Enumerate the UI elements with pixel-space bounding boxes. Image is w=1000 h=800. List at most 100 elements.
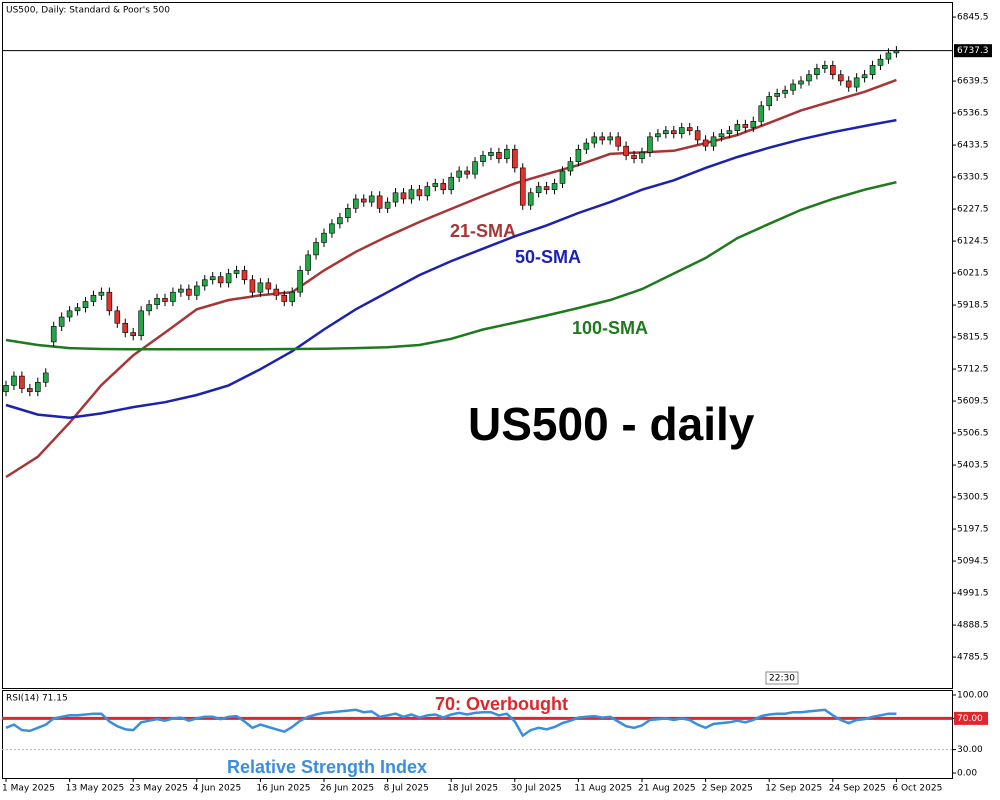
- candle-body: [639, 152, 645, 159]
- candle-body: [559, 170, 566, 184]
- candle-body: [3, 385, 9, 392]
- candle-body: [806, 74, 812, 82]
- y-tick-highlight: [954, 711, 988, 725]
- rsi-annotation: 70: Overbought: [435, 694, 568, 714]
- candle-body: [82, 301, 89, 309]
- rsi-line: [5, 708, 897, 738]
- candle-body: [50, 326, 57, 343]
- rsi-panel: [2, 690, 953, 779]
- sma-line: [5, 78, 897, 479]
- x-tick-label: 12 Sep 2025: [765, 784, 822, 794]
- candle-body: [607, 136, 614, 141]
- candle-body: [313, 242, 319, 256]
- y-tick-label: 70.00: [957, 714, 983, 724]
- candle-body: [663, 130, 669, 135]
- candle-body: [162, 298, 168, 302]
- candle-body: [257, 282, 264, 293]
- y-tick-label: 5094.5: [957, 557, 989, 567]
- candle-body: [138, 310, 144, 336]
- rsi-title: RSI(14) 71.15: [6, 694, 68, 704]
- candle-body: [702, 139, 709, 147]
- candle-body: [742, 124, 749, 128]
- y-tick-label: 5609.5: [957, 397, 989, 407]
- candle-body: [146, 304, 152, 312]
- candle-body: [321, 232, 327, 243]
- candle-body: [511, 148, 518, 169]
- candle-body: [837, 74, 844, 82]
- candle-body: [11, 375, 17, 386]
- candle-body: [265, 282, 272, 290]
- candle-body: [861, 74, 868, 79]
- y-tick-label: 5815.5: [957, 333, 989, 343]
- candle-body: [273, 288, 280, 296]
- price-tag-label: 6737.3: [957, 46, 989, 56]
- y-tick-label: 6124.5: [957, 237, 989, 247]
- y-tick-label: 6639.5: [957, 77, 989, 87]
- candle-body: [845, 80, 852, 88]
- candle-body: [480, 155, 486, 162]
- x-tick-label: 4 Jun 2025: [193, 784, 241, 794]
- candle-body: [504, 148, 510, 159]
- candle-body: [58, 316, 65, 327]
- candle-body: [209, 276, 216, 281]
- candle-body: [416, 189, 423, 197]
- candle-body: [225, 273, 232, 284]
- y-tick-label: 5403.5: [957, 461, 989, 471]
- candle-body: [686, 127, 693, 131]
- y-tick-label: 4785.5: [957, 653, 989, 663]
- candle-body: [281, 294, 288, 302]
- chart-title: US500, Daily: Standard & Poor's 500: [6, 6, 170, 16]
- x-tick-label: 21 Aug 2025: [638, 784, 696, 794]
- candle-body: [106, 291, 113, 312]
- candle-body: [74, 307, 81, 312]
- candle-body: [726, 130, 733, 135]
- y-tick-label: 5712.5: [957, 365, 989, 375]
- candle-body: [647, 136, 653, 153]
- candle-body: [122, 322, 129, 333]
- candle-body: [194, 285, 200, 296]
- candle-body: [19, 375, 25, 389]
- candle-body: [233, 270, 240, 274]
- candle-body: [718, 133, 725, 138]
- candle-body: [734, 124, 741, 131]
- sma-line: [5, 180, 897, 351]
- candle-body: [877, 58, 884, 66]
- y-tick-label: 6330.5: [957, 173, 989, 183]
- x-tick-label: 26 Jun 2025: [320, 784, 374, 794]
- x-tick-label: 2 Sep 2025: [702, 784, 753, 794]
- y-tick-label: 5918.5: [957, 301, 989, 311]
- candle-body: [98, 291, 105, 296]
- y-tick-label: 6433.5: [957, 141, 989, 151]
- candle-body: [448, 176, 455, 190]
- sma-label: 100-SMA: [572, 318, 648, 338]
- candle-body: [527, 192, 534, 206]
- y-tick-label: 30.00: [957, 745, 983, 755]
- candle-body: [790, 83, 796, 91]
- candle-body: [217, 276, 224, 284]
- candle-body: [519, 167, 526, 206]
- y-tick-label: 100.00: [957, 690, 989, 700]
- x-tick-label: 18 Jul 2025: [447, 784, 498, 794]
- candle-body: [241, 270, 248, 281]
- candle-body: [567, 161, 574, 172]
- candle-body: [798, 80, 804, 85]
- candle-body: [774, 93, 780, 97]
- candle-body: [154, 298, 160, 305]
- candle-body: [289, 291, 296, 302]
- candle-body: [869, 65, 876, 76]
- candle-body: [829, 65, 836, 76]
- price-panel: [2, 2, 953, 689]
- candle-body: [90, 294, 97, 302]
- candle-body: [678, 127, 685, 135]
- candle-body: [615, 136, 621, 147]
- x-tick-label: 8 Jul 2025: [384, 784, 429, 794]
- candle-body: [368, 195, 375, 203]
- x-tick-label: 30 Jul 2025: [511, 784, 562, 794]
- candle-body: [782, 89, 788, 94]
- y-tick-label: 6845.5: [957, 13, 989, 23]
- y-tick-label: 5300.5: [957, 493, 989, 503]
- candle-body: [885, 52, 892, 60]
- candle-body: [34, 381, 41, 392]
- candle-body: [432, 183, 439, 187]
